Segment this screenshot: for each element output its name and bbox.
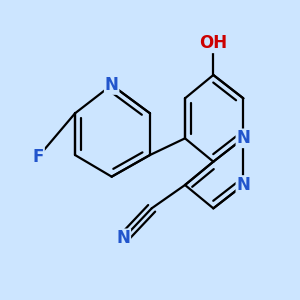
Text: N: N xyxy=(236,176,250,194)
Text: OH: OH xyxy=(199,34,227,52)
Text: N: N xyxy=(236,129,250,147)
Text: F: F xyxy=(33,148,44,166)
Text: N: N xyxy=(105,76,118,94)
Text: N: N xyxy=(116,229,130,247)
